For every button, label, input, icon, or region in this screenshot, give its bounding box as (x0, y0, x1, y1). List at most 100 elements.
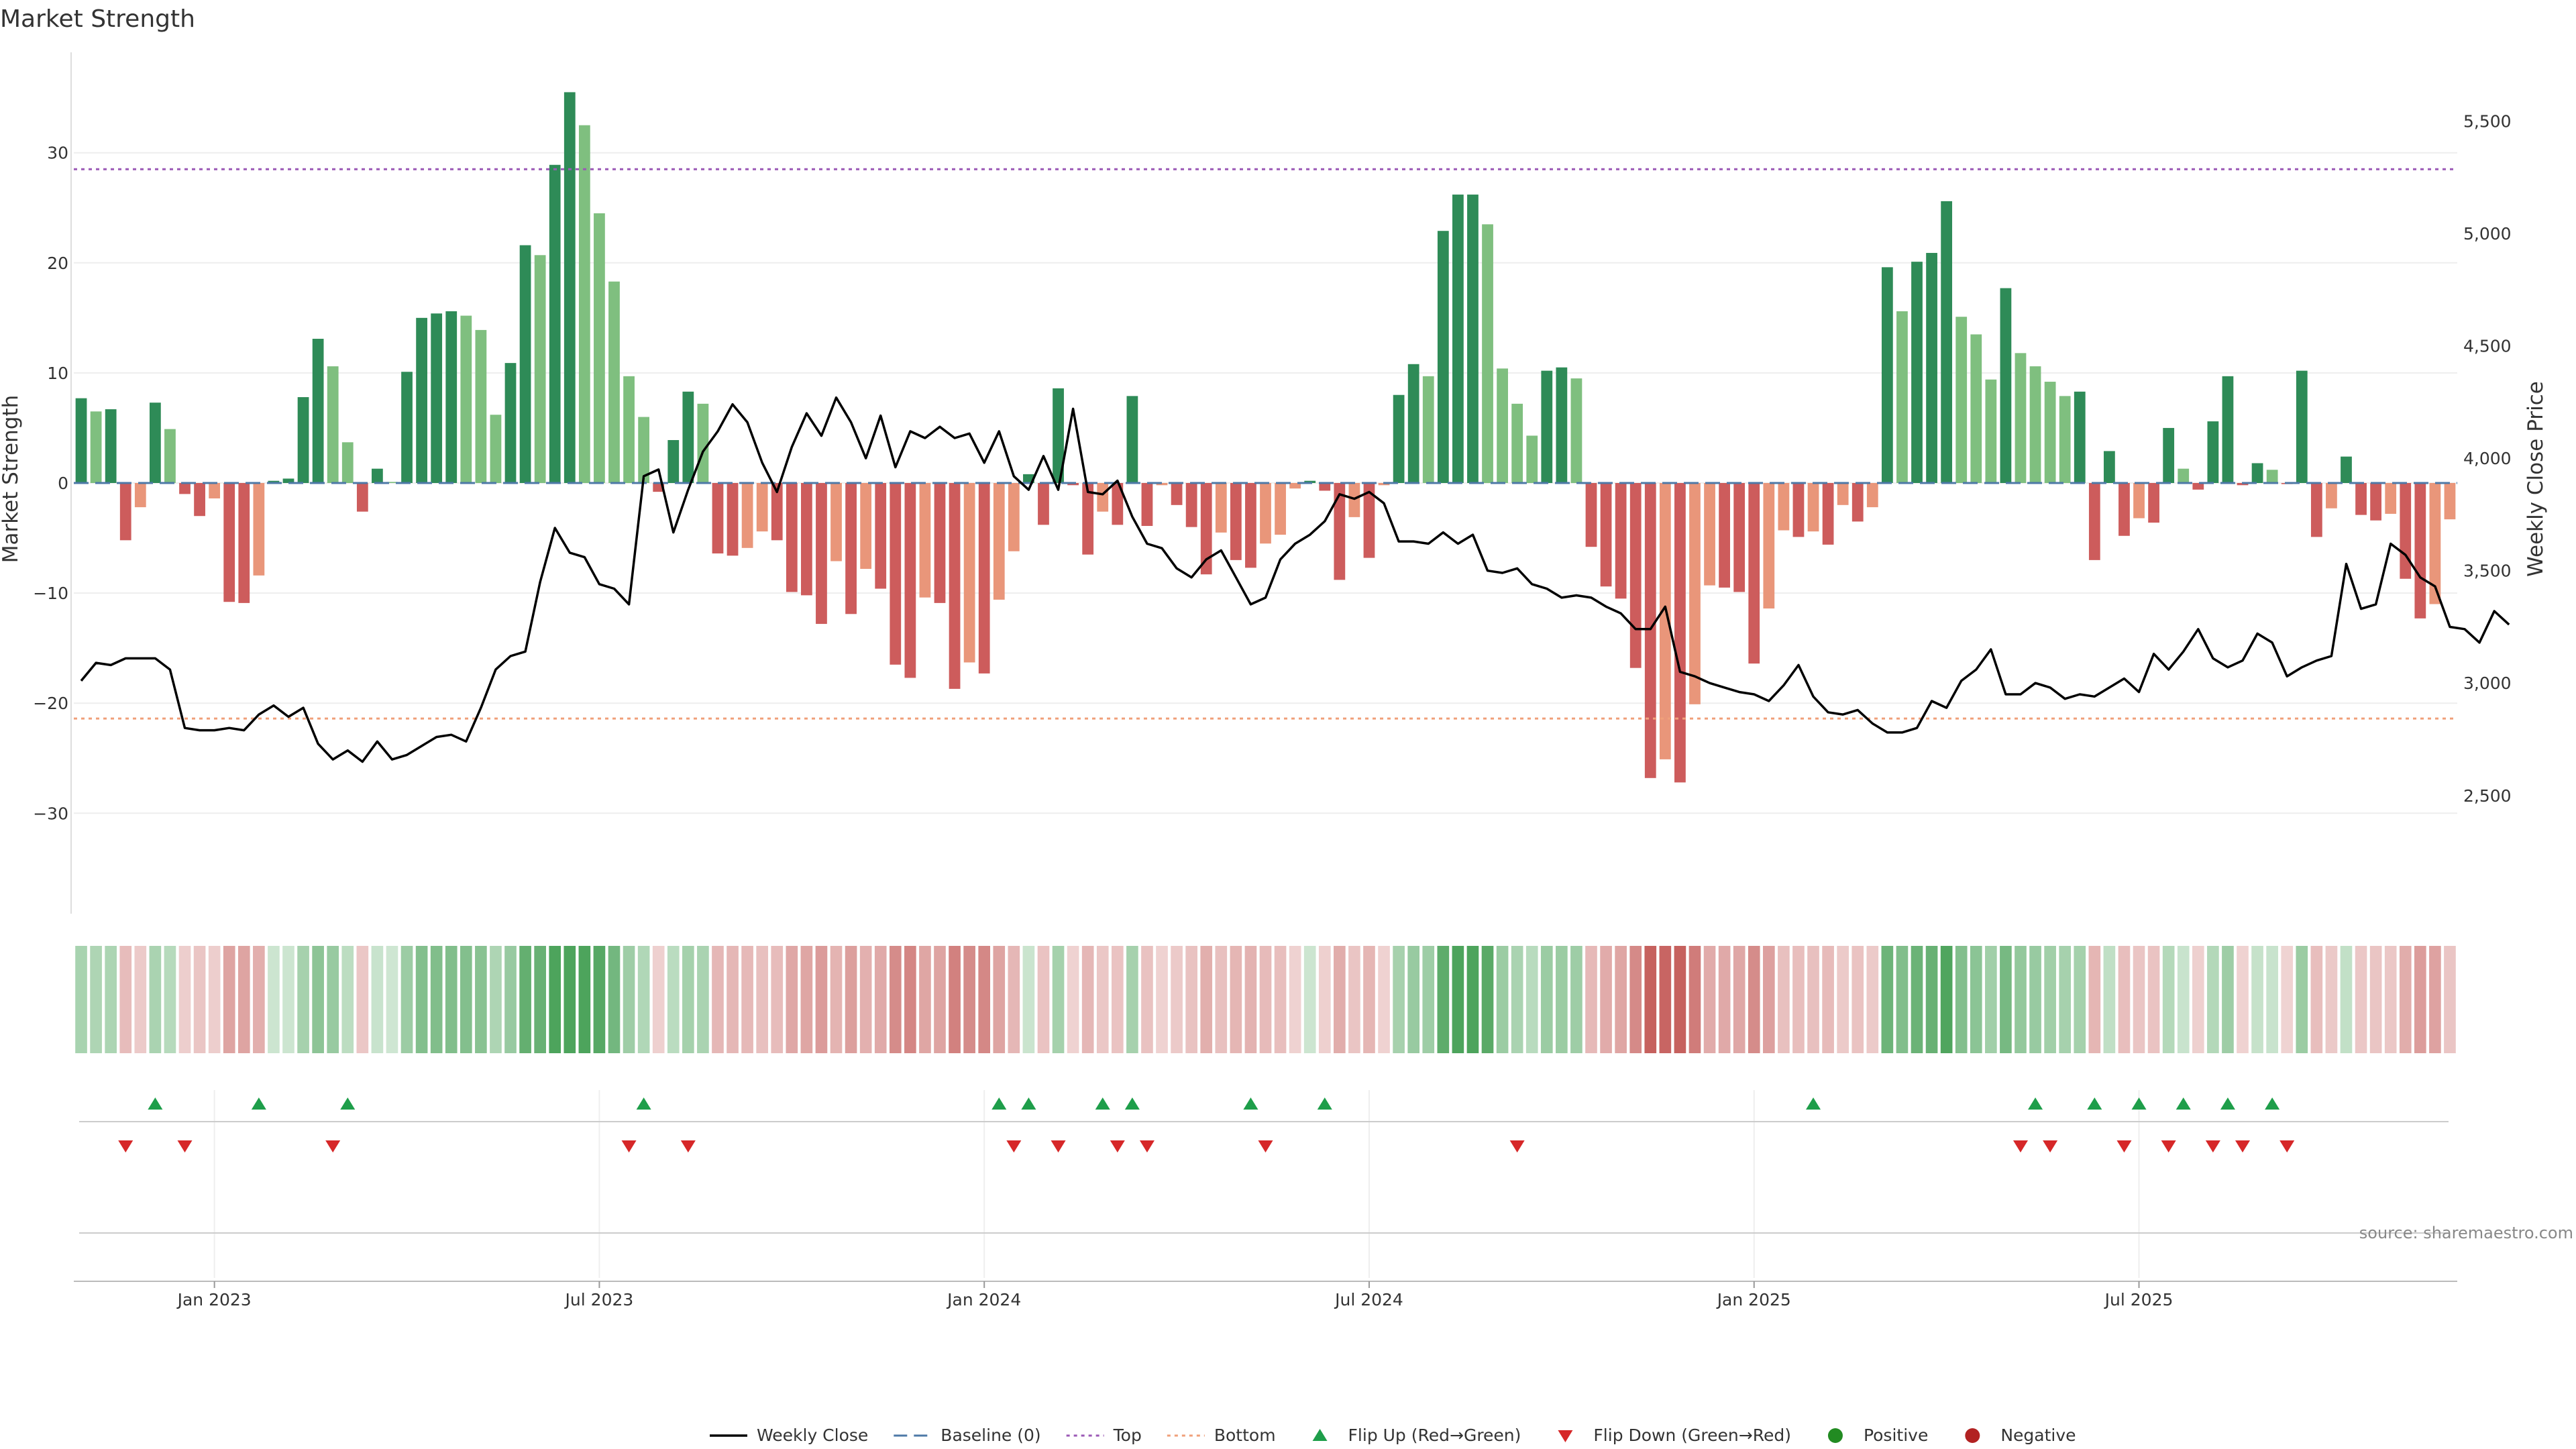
legend-label: Weekly Close (757, 1426, 868, 1445)
heat-cell (1452, 946, 1464, 1053)
heat-cell (1037, 946, 1050, 1053)
heat-cell (1496, 946, 1509, 1053)
heat-cell (1866, 946, 1879, 1053)
flip-up-marker (636, 1097, 651, 1110)
heat-cell (2266, 946, 2278, 1053)
strength-bar (2148, 483, 2159, 523)
strength-bar (209, 483, 221, 498)
strength-bar (194, 483, 205, 517)
heat-cell (105, 946, 117, 1053)
strength-bar (860, 483, 872, 569)
heat-cell (608, 946, 621, 1053)
strength-bar (2370, 483, 2382, 521)
heat-cell (919, 946, 931, 1053)
strength-bar (1526, 435, 1538, 483)
strength-bar (2296, 370, 2308, 483)
heat-cell (889, 946, 902, 1053)
heat-cell (771, 946, 784, 1053)
strength-bar (1911, 262, 1923, 483)
strength-bar (2251, 463, 2263, 483)
y-tick-label: 10 (47, 364, 68, 383)
y2-tick-label: 3,500 (2463, 561, 2512, 581)
heat-cell (312, 946, 324, 1053)
heat-cell (2162, 946, 2175, 1053)
heat-cell (830, 946, 843, 1053)
heat-cell (1792, 946, 1805, 1053)
y-tick-label: −10 (33, 584, 68, 603)
heat-cell (2207, 946, 2219, 1053)
strength-bar (890, 483, 902, 665)
strength-bar (800, 483, 812, 596)
strength-bar (1038, 483, 1049, 525)
flip-down-marker (680, 1140, 696, 1152)
strength-bar (1260, 483, 1271, 544)
heat-cell (2340, 946, 2353, 1053)
strength-bar (1437, 231, 1449, 483)
strength-bar (2310, 483, 2322, 537)
strength-bar (2163, 427, 2175, 483)
heat-cell (564, 946, 576, 1053)
legend-item: Baseline (0) (894, 1426, 1041, 1445)
heat-cell (75, 946, 87, 1053)
heat-cell (623, 946, 635, 1053)
strength-bar (993, 483, 1005, 600)
legend-label: Top (1113, 1426, 1142, 1445)
heat-cell (1156, 946, 1168, 1053)
y-tick-label: 20 (47, 254, 68, 273)
heat-cell (786, 946, 798, 1053)
strength-bar (1363, 483, 1375, 558)
legend-swatch-up (1312, 1429, 1328, 1441)
heat-cell (859, 946, 872, 1053)
strength-bar (771, 483, 783, 541)
heat-cell (1540, 946, 1553, 1053)
strength-bar (2414, 483, 2426, 619)
flip-down-marker (2116, 1140, 2132, 1152)
strength-bar (1334, 483, 1346, 580)
heat-cell (371, 946, 384, 1053)
flip-down-marker (621, 1140, 637, 1152)
heat-cell (1896, 946, 1909, 1053)
weekly-close-line (80, 396, 2510, 763)
strength-bar (2207, 421, 2219, 483)
heat-cell (1393, 946, 1405, 1053)
strength-bar (727, 483, 739, 556)
strength-bar (934, 483, 946, 603)
heat-cell (1525, 946, 1538, 1053)
strength-bar (2429, 483, 2441, 604)
heat-cell (1334, 946, 1346, 1053)
strength-bar (1807, 483, 1819, 532)
strength-bar (1452, 195, 1464, 483)
strength-bar (1126, 396, 1138, 483)
heat-cell (2059, 946, 2072, 1053)
strength-bar (1585, 483, 1597, 547)
strength-bar (1097, 483, 1109, 512)
y-tick-label: 0 (58, 474, 68, 493)
heat-cell (519, 946, 531, 1053)
heat-cell (963, 946, 975, 1053)
heat-cell (386, 946, 398, 1053)
strength-bar (2133, 483, 2145, 519)
strength-bar (475, 329, 487, 483)
strength-bar (978, 483, 990, 674)
heat-cell (1585, 946, 1597, 1053)
heat-cell (1422, 946, 1435, 1053)
heat-cell (119, 946, 132, 1053)
heat-cell (2325, 946, 2338, 1053)
heat-cell (1556, 946, 1568, 1053)
strength-bar (1200, 483, 1212, 575)
heat-cell (2192, 946, 2204, 1053)
strength-bar (1733, 483, 1746, 592)
heat-cell (2222, 946, 2234, 1053)
heat-cell (652, 946, 665, 1053)
strength-bar (2074, 391, 2086, 483)
heat-cell (1688, 946, 1701, 1053)
flip-down-marker (1110, 1140, 1125, 1152)
heat-cell (400, 946, 413, 1053)
flip-down-marker (1051, 1140, 1066, 1152)
strength-bar (623, 376, 635, 483)
heat-cell (282, 946, 294, 1053)
strength-bar (638, 417, 650, 483)
strength-bar (238, 483, 250, 603)
strength-bar (1896, 311, 1908, 483)
flip-up-marker (251, 1097, 266, 1110)
